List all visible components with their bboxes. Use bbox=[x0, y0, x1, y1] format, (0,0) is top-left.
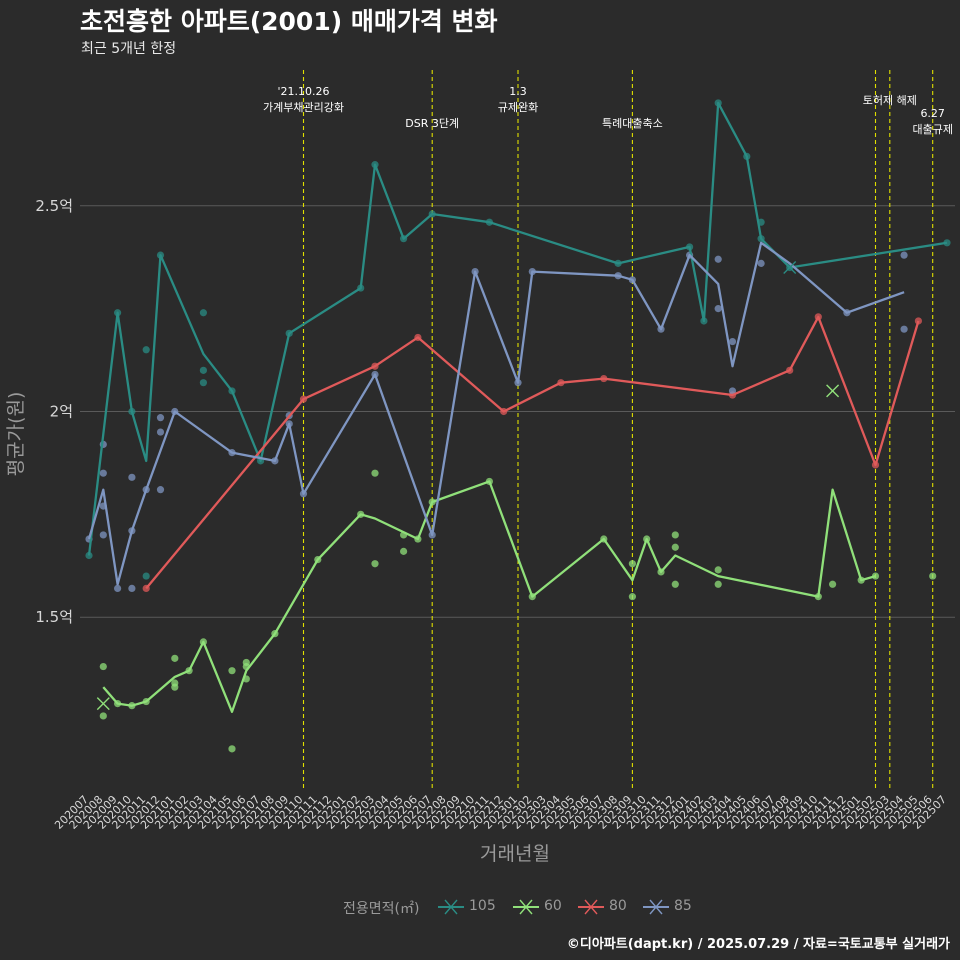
data-point-60 bbox=[371, 469, 379, 477]
data-point-60 bbox=[628, 593, 637, 601]
data-point-60 bbox=[171, 654, 179, 662]
data-point-105 bbox=[142, 572, 150, 580]
y-axis-title: 평균가(원) bbox=[5, 392, 27, 477]
legend-key-icon bbox=[513, 899, 539, 915]
legend-key-icon bbox=[438, 899, 464, 915]
data-point-60 bbox=[671, 543, 679, 551]
data-point-60 bbox=[714, 566, 722, 574]
data-point-60 bbox=[228, 745, 236, 753]
event-label: 1.3 bbox=[509, 85, 527, 98]
data-point-105 bbox=[142, 346, 150, 354]
series-line-85 bbox=[87, 241, 905, 586]
data-point-85 bbox=[99, 531, 107, 539]
chart-subtitle: 최근 5개년 한정 bbox=[81, 41, 177, 57]
data-point-60 bbox=[929, 572, 937, 580]
data-point-60 bbox=[400, 547, 408, 555]
data-point-105 bbox=[943, 239, 951, 247]
data-point-105 bbox=[199, 309, 207, 317]
cross-marker-60 bbox=[826, 384, 840, 398]
data-point-60 bbox=[628, 560, 637, 568]
y-tick-label: 2억 bbox=[50, 402, 73, 420]
event-label: 규제완화 bbox=[498, 101, 538, 114]
event-label: DSR 3단계 bbox=[405, 117, 459, 130]
data-point-60 bbox=[671, 580, 679, 588]
data-point-85 bbox=[128, 473, 136, 481]
axis-layer: 1.5억2억2.5억202007202008202009202010202011… bbox=[35, 197, 949, 832]
event-label: 6.27 bbox=[920, 107, 945, 120]
data-point-60 bbox=[99, 712, 107, 720]
cross-layer bbox=[96, 260, 840, 711]
x-axis-title: 거래년월 bbox=[480, 843, 550, 865]
y-tick-label: 1.5억 bbox=[35, 608, 73, 626]
data-point-60 bbox=[171, 683, 179, 691]
cross-marker-60 bbox=[96, 697, 110, 711]
legend-label: 85 bbox=[674, 898, 692, 914]
legend-label: 80 bbox=[609, 898, 627, 914]
data-point-85 bbox=[128, 584, 136, 593]
source-credit: ©디아파트(dapt.kr) / 2025.07.29 / 자료=국토교통부 실… bbox=[566, 937, 950, 952]
data-point-85 bbox=[728, 337, 737, 346]
event-label: 가계부채관리강화 bbox=[263, 101, 344, 114]
data-point-60 bbox=[371, 560, 379, 568]
legend-key-icon bbox=[643, 899, 669, 915]
legend-label: 105 bbox=[469, 898, 496, 914]
data-point-85 bbox=[714, 305, 722, 313]
data-point-85 bbox=[900, 251, 908, 259]
data-point-85 bbox=[156, 486, 165, 494]
data-point-85 bbox=[714, 255, 722, 263]
y-tick-label: 2.5억 bbox=[35, 197, 73, 215]
series-line-105 bbox=[87, 101, 948, 556]
data-point-105 bbox=[199, 379, 207, 387]
data-point-85 bbox=[728, 387, 737, 395]
data-point-60 bbox=[829, 580, 837, 588]
legend-label: 60 bbox=[544, 898, 562, 914]
data-point-85 bbox=[114, 584, 122, 593]
legend-key-icon bbox=[578, 899, 604, 915]
series-line-60 bbox=[102, 480, 876, 713]
data-point-80 bbox=[914, 317, 923, 325]
legend: 전용면적(㎡) 105 60 80 85 bbox=[0, 896, 960, 918]
data-point-85 bbox=[757, 259, 765, 267]
event-label: 특례대출축소 bbox=[602, 117, 663, 130]
event-label: '21.10.26 bbox=[277, 85, 329, 98]
data-point-85 bbox=[900, 325, 908, 333]
lines-layer bbox=[87, 101, 948, 713]
data-point-85 bbox=[156, 428, 165, 436]
cross-marker-105 bbox=[783, 260, 797, 274]
data-point-60 bbox=[871, 572, 880, 580]
chart-title: 초전흥한 아파트(2001) 매매가격 변화 bbox=[80, 7, 498, 36]
data-point-60 bbox=[671, 531, 679, 539]
event-label: 토허제 해제 bbox=[863, 93, 917, 107]
legend-title: 전용면적(㎡) bbox=[343, 901, 420, 917]
event-label: 대출규제 bbox=[912, 123, 952, 136]
data-point-60 bbox=[714, 580, 722, 588]
data-point-85 bbox=[156, 414, 165, 422]
series-line-80 bbox=[145, 315, 920, 590]
data-point-105 bbox=[199, 366, 207, 374]
data-point-60 bbox=[228, 667, 236, 675]
data-point-85 bbox=[99, 469, 107, 477]
data-point-60 bbox=[99, 662, 107, 671]
